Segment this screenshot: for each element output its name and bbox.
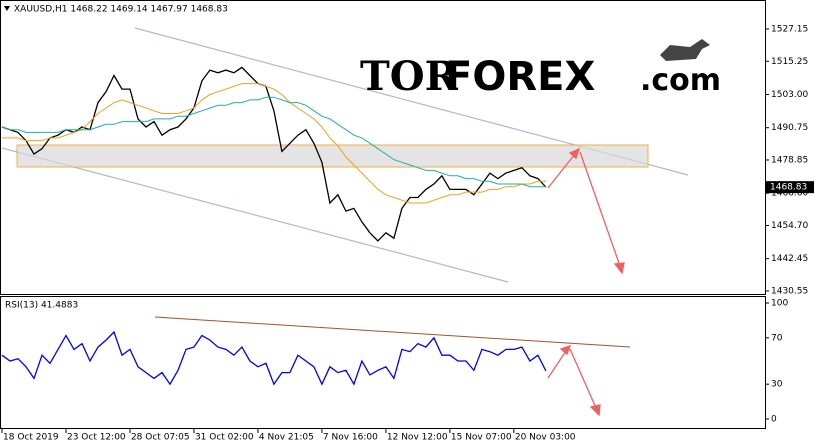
y-tick-label: 1527.15 [771, 24, 808, 34]
series-line [1, 330, 547, 386]
y-tick-label: 1466.60 [771, 189, 808, 199]
arrows [547, 147, 625, 417]
y-tick-label: 1430.55 [771, 286, 808, 296]
chart-title: XAUUSD,H1 1468.22 1469.14 1467.97 1468.8… [14, 5, 228, 15]
y-tick-label: 1490.75 [771, 123, 808, 133]
series-line [1, 66, 547, 242]
logo-brand: FOREX [445, 54, 595, 100]
y-tick-label: 1515.25 [771, 57, 808, 67]
y-tick-label: 70 [771, 333, 783, 343]
zone [16, 144, 649, 168]
rsi-title: RSI(13) 41.4883 [5, 301, 78, 311]
x-tick-label: 12 Nov 12:00 [387, 433, 448, 443]
title-icon [4, 6, 10, 11]
x-tick-label: 23 Oct 12:00 [67, 433, 126, 443]
y-tick-label: 1478.85 [771, 155, 808, 165]
y-tick-label: 30 [771, 380, 783, 390]
y-tick-label: 1442.45 [771, 254, 808, 264]
rsi-frame [0, 296, 766, 429]
x-tick-label: 7 Nov 16:00 [323, 433, 378, 443]
price-label-bg [766, 181, 814, 194]
rsi-trendline [154, 316, 631, 348]
y-tick-label: 1503.00 [771, 90, 808, 100]
y-tick-label: 100 [771, 299, 788, 309]
x-tick-label: 18 Oct 2019 [3, 433, 59, 443]
x-tick-label: 20 Nov 03:00 [515, 433, 576, 443]
price-frame [0, 0, 766, 295]
x-tick-label: 28 Oct 07:05 [131, 433, 190, 443]
y-tick-label: 1454.70 [771, 221, 808, 231]
y-tick-label: 0 [771, 414, 777, 424]
logo-suffix: .com [640, 63, 721, 98]
x-tick-label: 31 Oct 02:00 [195, 433, 254, 443]
price-label: 1468.83 [770, 183, 807, 193]
channel-line [1, 147, 509, 283]
logo-bull [660, 39, 710, 61]
series-line [2, 83, 546, 204]
x-tick-label: 4 Nov 21:05 [259, 433, 314, 443]
logo-prefix: TOR [360, 53, 459, 100]
series-line [1, 96, 546, 188]
x-tick-label: 15 Nov 07:00 [451, 433, 512, 443]
